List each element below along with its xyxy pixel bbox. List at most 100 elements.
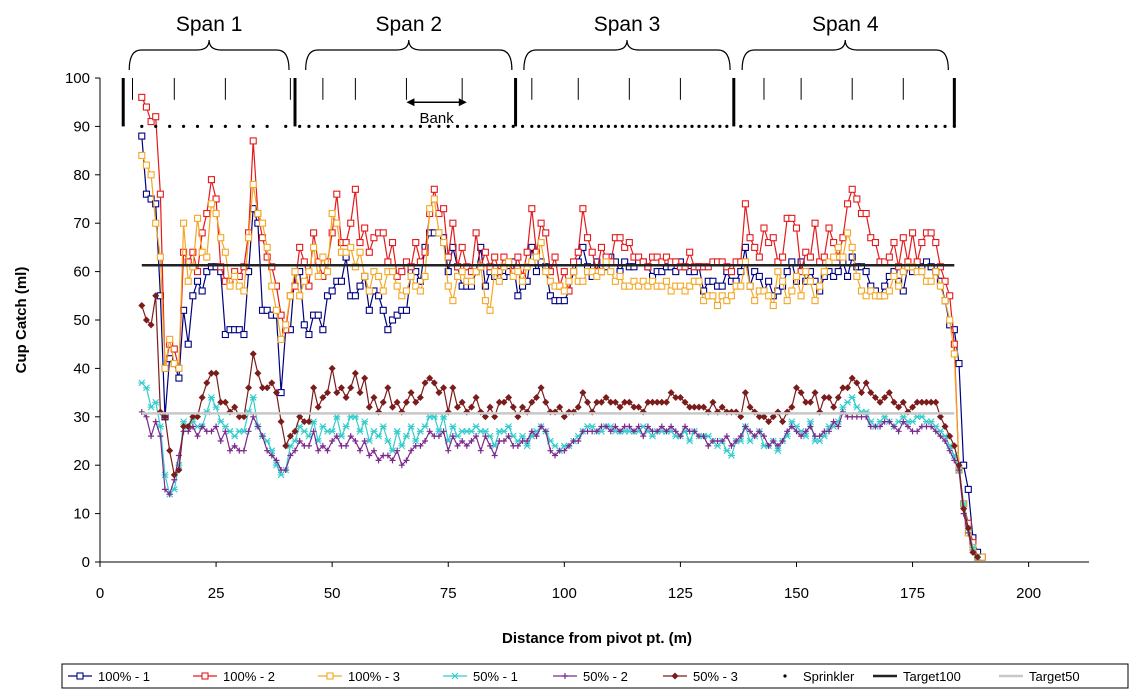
legend-entry: 100% - 2 <box>193 669 275 684</box>
data-point <box>472 268 480 276</box>
data-point <box>444 253 452 261</box>
data-point <box>834 393 842 401</box>
data-point <box>869 124 873 128</box>
data-point <box>924 124 929 128</box>
data-point <box>853 379 861 387</box>
data-point <box>370 268 378 276</box>
data-point <box>648 124 652 128</box>
data-point <box>277 418 285 426</box>
data-point <box>728 442 735 449</box>
data-point <box>421 272 429 280</box>
data-point <box>578 124 583 128</box>
data-point <box>481 248 489 256</box>
data-point <box>356 248 364 256</box>
data-point <box>514 292 522 300</box>
y-tick-label: 80 <box>73 167 90 184</box>
data-point <box>941 277 949 285</box>
data-point <box>607 398 615 406</box>
legend-entry: Sprinkler <box>783 669 855 684</box>
data-point <box>416 258 424 266</box>
data-point <box>409 124 413 128</box>
data-point <box>366 452 373 459</box>
x-tick-label: 125 <box>668 585 693 602</box>
data-point <box>904 423 911 430</box>
data-point <box>251 124 255 128</box>
data-point <box>259 433 266 440</box>
legend-swatch-marker <box>783 674 787 678</box>
data-point <box>588 268 596 276</box>
data-point <box>626 423 633 430</box>
data-point <box>751 268 759 276</box>
data-point <box>305 330 313 339</box>
data-point <box>388 268 397 276</box>
data-point <box>495 398 503 406</box>
data-point <box>760 413 768 421</box>
span-bracket <box>128 39 290 71</box>
data-point <box>407 272 415 280</box>
data-point <box>394 447 401 454</box>
data-point <box>867 234 875 242</box>
data-point <box>375 432 383 440</box>
data-point <box>398 292 406 300</box>
data-point <box>152 200 160 208</box>
data-point <box>168 124 172 128</box>
data-point <box>830 253 838 261</box>
data-point <box>700 287 708 295</box>
data-point <box>890 423 897 430</box>
data-point <box>655 124 659 128</box>
legend-label: 50% - 2 <box>583 669 628 684</box>
data-point <box>412 282 420 290</box>
data-point <box>250 413 257 420</box>
data-point <box>570 258 578 266</box>
data-point <box>402 432 410 440</box>
data-point <box>695 277 703 285</box>
data-point <box>946 292 954 300</box>
data-point <box>467 277 476 285</box>
data-point <box>166 491 173 498</box>
data-point <box>718 124 722 128</box>
data-point <box>649 398 657 406</box>
data-point <box>723 263 731 271</box>
data-point <box>421 248 429 256</box>
data-point <box>491 413 499 421</box>
data-point <box>226 282 234 290</box>
data-point <box>560 297 568 305</box>
data-point <box>384 452 391 459</box>
data-point <box>899 287 907 295</box>
data-point <box>767 124 771 128</box>
data-point <box>635 403 643 411</box>
data-point <box>421 423 429 430</box>
data-point <box>546 292 554 300</box>
data-point <box>662 253 671 261</box>
data-point <box>704 263 712 271</box>
data-point <box>472 229 480 237</box>
data-point <box>727 452 735 459</box>
span-label: Span 2 <box>375 13 442 36</box>
data-point <box>324 447 331 454</box>
data-point <box>770 438 777 444</box>
data-point <box>268 379 276 387</box>
data-point <box>265 124 269 128</box>
data-point <box>203 268 211 276</box>
data-point <box>848 243 856 251</box>
data-point <box>848 374 856 382</box>
data-point <box>909 403 917 411</box>
data-point <box>347 219 355 227</box>
data-point <box>337 384 345 392</box>
data-point <box>662 398 670 406</box>
data-point <box>458 268 466 276</box>
data-point <box>857 287 866 295</box>
data-point <box>152 398 160 406</box>
data-point <box>792 224 801 232</box>
data-point <box>481 413 489 421</box>
data-point <box>474 124 478 128</box>
data-point <box>235 326 243 334</box>
data-point <box>669 124 673 128</box>
data-point <box>440 239 448 247</box>
data-point <box>143 413 150 420</box>
data-point <box>806 277 814 285</box>
data-point <box>166 447 174 455</box>
data-point <box>217 263 225 271</box>
data-point <box>607 428 614 435</box>
data-point <box>867 287 875 295</box>
